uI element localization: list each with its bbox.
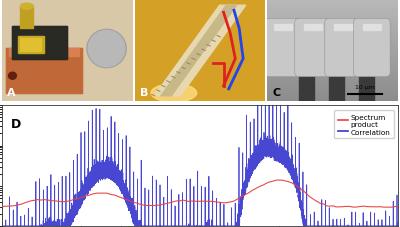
Text: B: B	[140, 88, 148, 97]
Ellipse shape	[151, 84, 197, 102]
Bar	[334, 25, 352, 31]
FancyBboxPatch shape	[325, 19, 362, 77]
Bar	[329, 71, 344, 101]
Text: C: C	[272, 88, 281, 97]
FancyBboxPatch shape	[295, 19, 331, 77]
Ellipse shape	[88, 31, 125, 67]
Bar	[299, 71, 314, 101]
FancyBboxPatch shape	[354, 19, 390, 77]
FancyBboxPatch shape	[265, 19, 301, 77]
Text: D: D	[11, 118, 21, 131]
Legend: Spectrum
product, Correlation: Spectrum product, Correlation	[334, 111, 394, 139]
Text: A: A	[7, 88, 16, 97]
Bar	[6, 48, 82, 94]
Bar	[274, 25, 292, 31]
Bar	[6, 48, 82, 94]
Ellipse shape	[20, 4, 33, 10]
Bar	[359, 71, 374, 101]
Ellipse shape	[87, 30, 126, 68]
Text: 10 μm: 10 μm	[355, 84, 375, 89]
Bar	[20, 7, 33, 29]
Polygon shape	[154, 6, 246, 96]
Bar	[363, 25, 381, 31]
Bar	[304, 25, 322, 31]
Bar	[18, 37, 44, 53]
Ellipse shape	[8, 73, 16, 80]
Bar	[12, 27, 67, 59]
Bar	[20, 39, 41, 51]
Bar	[12, 27, 67, 59]
Bar	[8, 48, 79, 56]
Polygon shape	[161, 6, 236, 96]
